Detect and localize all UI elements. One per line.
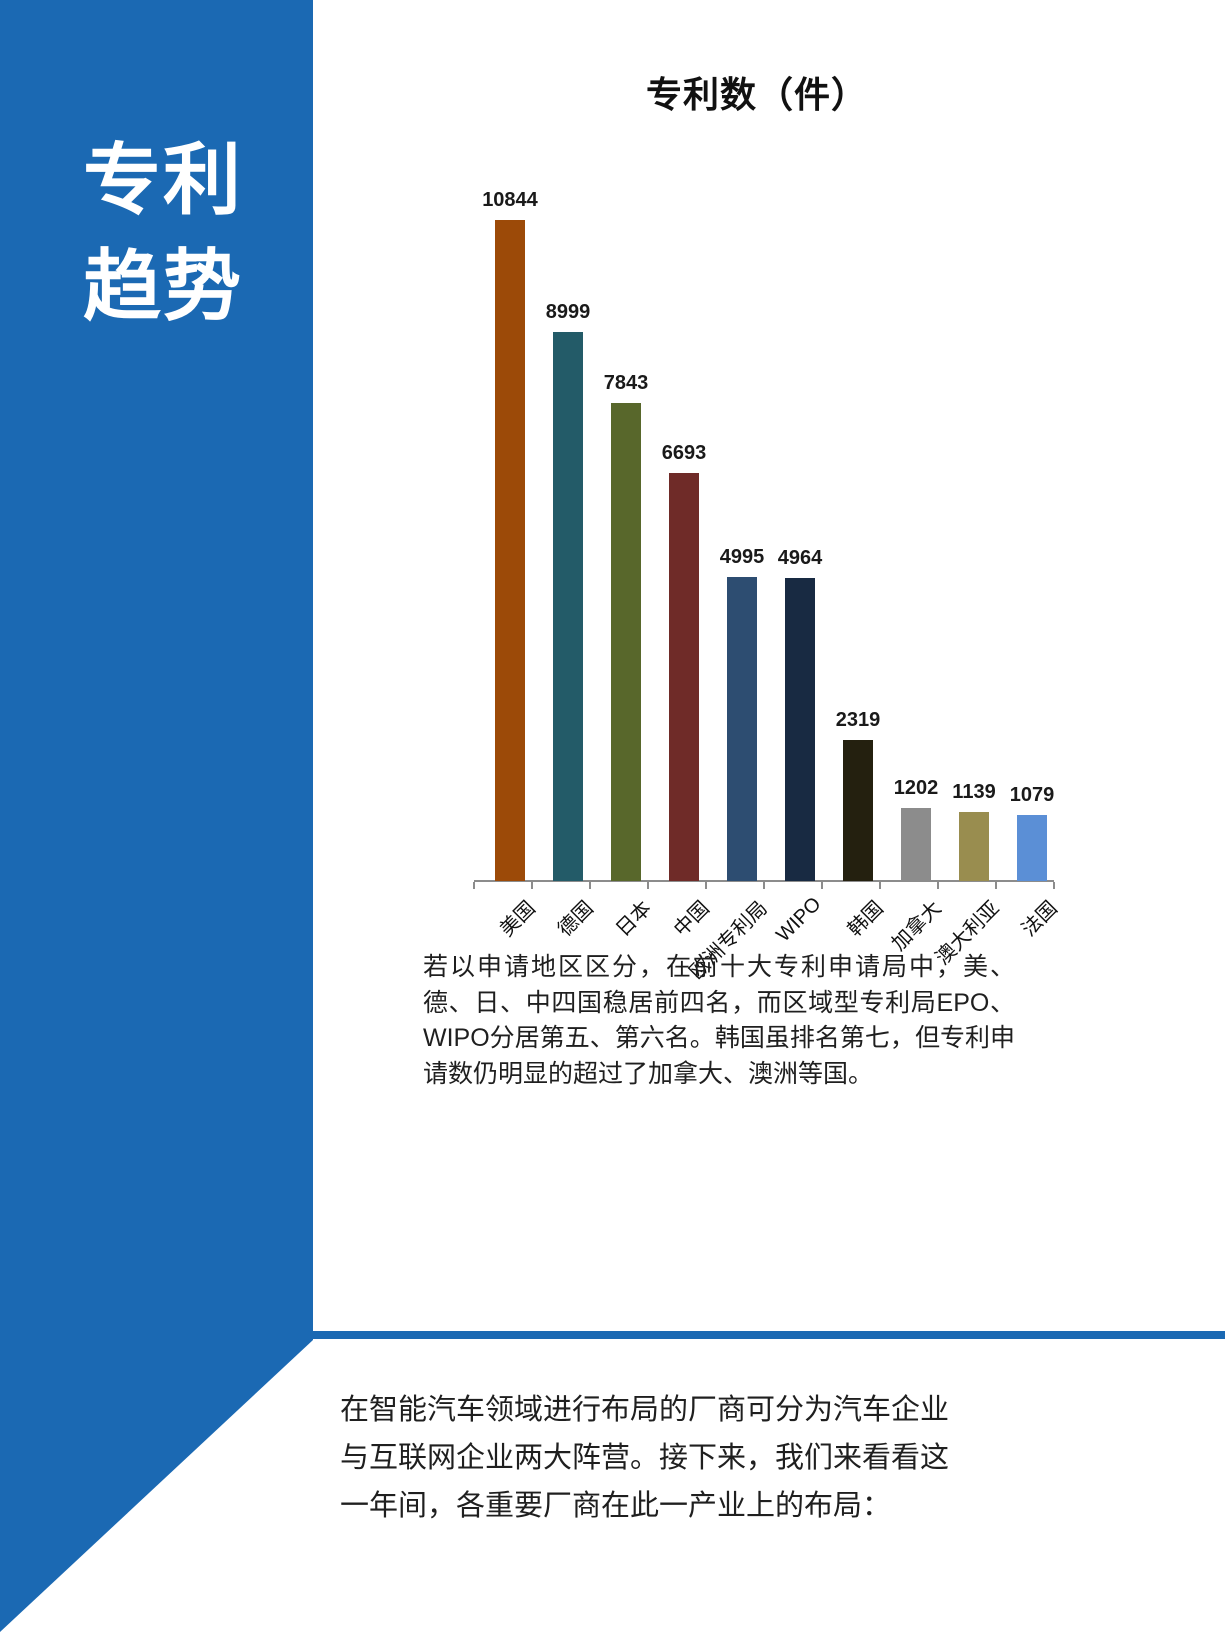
bar-value-label: 6693 [661,442,707,464]
bar-value-label: 10844 [482,189,538,211]
bar-value-label: 1079 [1009,784,1055,806]
bar-法国 [1017,815,1047,881]
bar-value-label: 4964 [777,547,823,569]
bar-美国 [495,220,525,881]
x-axis-line [474,880,1054,882]
x-axis-tick [531,882,533,889]
chart-caption-paragraph: 若以申请地区区分，在前十大专利申请局中，美、德、日、中四国稳居前四名，而区域型专… [423,953,1015,1088]
bar-value-label: 1202 [893,777,939,799]
bar-WIPO [785,578,815,881]
bar-欧洲专利局 [727,577,757,881]
sidebar-title-line2: 趋势 [83,241,244,332]
x-axis-tick [473,882,475,889]
bar-value-label: 4995 [719,546,765,568]
bar-value-label: 2319 [835,709,881,731]
x-axis-tick [821,882,823,889]
sidebar-title: 专利 趋势 [83,128,243,340]
x-axis-tick [763,882,765,889]
bar-德国 [553,332,583,881]
x-axis-tick [995,882,997,889]
section-divider-line [313,1331,1225,1339]
bar-value-label: 1139 [952,781,996,803]
x-axis-tick [1053,882,1055,889]
x-axis-tick [589,882,591,889]
chart-title: 专利数（件） [645,74,868,116]
sidebar-blue-shape: 专利 趋势 [0,0,313,1632]
patent-bar-chart: 10844 美国 8999 德国 7843 日本 6693 中国 4995 欧洲专利局 4964 WI… [473,189,1062,984]
x-axis-tick [937,882,939,889]
bar-value-label: 7843 [603,372,649,394]
bar-中国 [669,473,699,881]
bar-日本 [611,403,641,881]
bar-value-label: 8999 [545,301,591,323]
sidebar-title-line1: 专利 [83,135,244,226]
bar-加拿大 [901,808,931,881]
x-axis-tick [705,882,707,889]
x-axis-tick [879,882,881,889]
bar-澳大利亚 [959,812,989,881]
x-axis-tick [647,882,649,889]
intro-paragraph: 在智能汽车领域进行布局的厂商可分为汽车企业与互联网企业两大阵营。接下来，我们来看… [340,1394,950,1522]
bar-韩国 [843,740,873,881]
